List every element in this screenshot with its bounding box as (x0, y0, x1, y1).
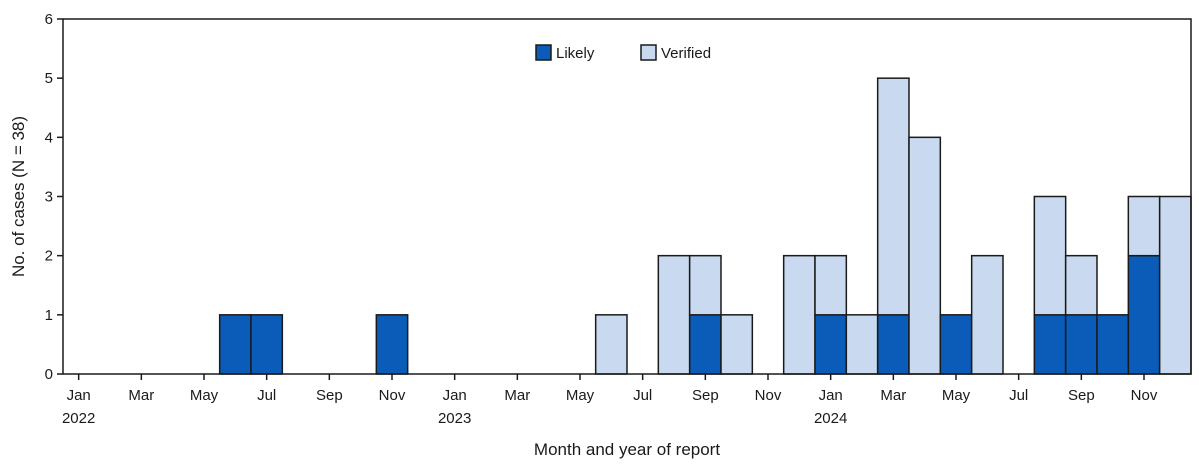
x-tick-label: Jul (1009, 387, 1028, 404)
x-axis: Jan 2022 Mar May Jul Sep Nov Jan 2023 Mar May Jul Se… (62, 374, 1158, 427)
x-tick-label: Jan (819, 387, 843, 404)
y-tick-label: 4 (45, 129, 53, 146)
legend-swatch-likely (535, 44, 552, 61)
bar-likely-2024-10 (1096, 314, 1130, 375)
x-tick-label: Jan (67, 387, 91, 404)
bar-verified-2024-04 (908, 136, 942, 375)
bar-verified-2024-12 (1158, 195, 1192, 375)
y-tick-label: 5 (45, 70, 53, 87)
bar-likely-2022-07 (250, 314, 284, 375)
x-tick-label: Jul (257, 387, 276, 404)
y-tick-label: 3 (45, 189, 53, 206)
y-tick-label: 1 (45, 307, 53, 324)
bar-verified-2024-06 (970, 254, 1004, 375)
bar-likely-2024-11 (1127, 254, 1161, 375)
x-tick-year-label: 2024 (814, 410, 847, 427)
x-tick-label: Nov (755, 387, 782, 404)
x-tick-label: May (190, 387, 219, 404)
y-tick-label: 0 (45, 366, 53, 383)
bar-verified-2023-08 (657, 254, 691, 375)
y-axis-title: No. of cases (N = 38) (9, 116, 28, 277)
bar-likely-2022-11 (375, 314, 409, 375)
x-tick-label: Nov (1131, 387, 1158, 404)
bar-verified-2023-10 (720, 314, 754, 375)
bar-likely-2024-05 (939, 314, 973, 375)
bar-likely-2024-09 (1064, 314, 1098, 375)
x-tick-label: Mar (128, 387, 154, 404)
legend-label-likely: Likely (556, 45, 595, 62)
bar-verified-2024-03 (876, 77, 910, 316)
legend-swatch-verified (640, 44, 657, 61)
x-tick-year-label: 2023 (438, 410, 471, 427)
y-tick-label: 6 (45, 11, 53, 28)
legend-label-verified: Verified (661, 45, 711, 62)
bar-likely-2023-09 (688, 314, 722, 375)
x-tick-label: May (942, 387, 971, 404)
x-axis-title: Month and year of report (534, 440, 720, 459)
bar-verified-2023-12 (782, 254, 816, 375)
bar-verified-2024-11 (1127, 195, 1161, 257)
bar-verified-2024-02 (845, 314, 879, 375)
x-tick-label: Nov (379, 387, 406, 404)
x-tick-label: Sep (1068, 387, 1095, 404)
x-tick-label: May (566, 387, 595, 404)
legend: Likely Verified (535, 44, 711, 62)
x-tick-label: Mar (504, 387, 530, 404)
y-tick-label: 2 (45, 248, 53, 265)
bar-verified-2024-09 (1064, 254, 1098, 316)
bar-verified-2024-01 (814, 254, 848, 316)
bars-layer (218, 77, 1192, 375)
x-tick-year-label: 2022 (62, 410, 95, 427)
bar-verified-2024-08 (1033, 195, 1067, 316)
bar-likely-2024-03 (876, 314, 910, 375)
y-axis: 0 1 2 3 4 5 6 (45, 11, 63, 383)
bar-verified-2023-09 (688, 254, 722, 316)
bar-likely-2024-08 (1033, 314, 1067, 375)
bar-verified-2023-06 (594, 314, 628, 375)
x-tick-label: Sep (316, 387, 343, 404)
bar-likely-2024-01 (814, 314, 848, 375)
bar-likely-2022-06 (218, 314, 252, 375)
x-tick-label: Jul (633, 387, 652, 404)
x-tick-label: Mar (880, 387, 906, 404)
x-tick-label: Sep (692, 387, 719, 404)
x-tick-label: Jan (443, 387, 467, 404)
